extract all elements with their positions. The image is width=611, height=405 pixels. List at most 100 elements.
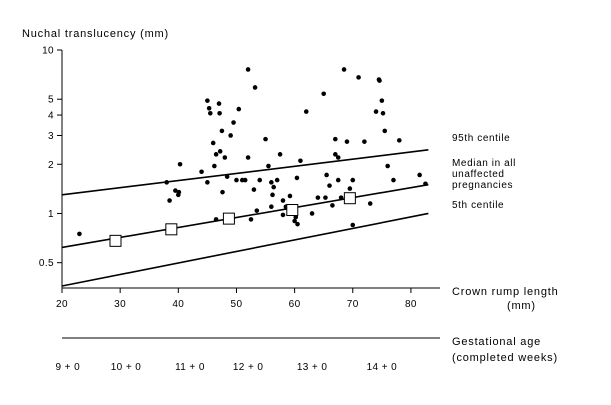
- median-square: [165, 223, 178, 236]
- data-point: [338, 195, 344, 200]
- x-tick-label: 40: [172, 299, 184, 310]
- data-point: [167, 198, 172, 203]
- data-point: [333, 152, 338, 157]
- data-point: [245, 67, 251, 72]
- data-points: [77, 67, 428, 237]
- line-5th-centile-label: 5th centile: [452, 200, 504, 211]
- median-squares: [109, 192, 356, 247]
- median-square: [343, 192, 356, 205]
- y-tick-label: 1: [48, 209, 54, 220]
- data-point: [206, 105, 212, 111]
- data-point: [362, 139, 367, 144]
- data-point: [347, 186, 353, 191]
- data-point: [213, 217, 219, 222]
- data-point: [367, 201, 373, 206]
- data-point: [176, 189, 182, 195]
- data-point: [292, 218, 297, 224]
- x-tick-label: 20: [56, 299, 68, 310]
- data-point: [379, 98, 385, 103]
- data-point: [330, 203, 335, 208]
- data-point: [234, 177, 239, 183]
- data-point: [205, 98, 210, 103]
- x-axis-title-line1: Crown rump length: [452, 286, 559, 298]
- data-point: [220, 189, 225, 195]
- data-point: [252, 85, 258, 90]
- data-point: [298, 158, 303, 164]
- data-point: [391, 177, 396, 183]
- data-point: [350, 222, 356, 228]
- data-point: [303, 109, 309, 114]
- data-point: [248, 217, 254, 222]
- gestational-tick-label: 13 + 0: [297, 362, 328, 373]
- data-point: [219, 128, 225, 134]
- data-point: [269, 180, 274, 185]
- line-median-label: unaffected: [452, 169, 505, 180]
- data-point: [280, 212, 286, 218]
- data-point: [263, 136, 268, 142]
- gestational-tick-label: 14 + 0: [367, 362, 398, 373]
- reference-lines: [61, 149, 429, 287]
- data-point: [177, 161, 183, 167]
- data-point: [333, 136, 338, 142]
- gestational-tick-label: 11 + 0: [175, 362, 205, 373]
- data-point: [242, 177, 248, 183]
- data-point: [213, 152, 219, 157]
- y-axis-title: Nuchal translucency (mm): [22, 28, 169, 40]
- median-square: [109, 234, 122, 247]
- data-point: [271, 184, 276, 190]
- gestational-title-line1: Gestational age: [452, 336, 541, 348]
- median-square: [222, 212, 235, 225]
- median-square: [286, 204, 299, 217]
- data-point: [269, 204, 274, 210]
- data-point: [385, 163, 390, 169]
- x-axis-title-line2: (mm): [507, 300, 536, 312]
- gestational-tick-label: 9 + 0: [56, 362, 81, 373]
- x-tick-label: 70: [347, 299, 359, 310]
- gestational-tick-label: 10 + 0: [111, 362, 142, 373]
- data-point: [205, 180, 210, 185]
- data-point: [199, 169, 204, 175]
- y-tick-label: 3: [48, 131, 54, 142]
- x-tick-label: 50: [230, 299, 242, 310]
- data-point: [277, 152, 283, 157]
- x-tick-label: 60: [289, 299, 301, 310]
- data-point: [245, 155, 251, 160]
- data-point: [274, 177, 280, 183]
- y-tick-label: 0.5: [39, 258, 54, 269]
- line-95th-centile-label: 95th centile: [452, 133, 510, 144]
- x-tick-label: 80: [405, 299, 417, 310]
- data-point: [217, 149, 223, 154]
- data-point: [77, 231, 82, 237]
- data-point: [380, 110, 386, 116]
- data-point: [327, 183, 332, 188]
- data-point: [270, 192, 275, 198]
- line-labels: 95th centile Median in allunaffectedpregn…: [452, 133, 516, 211]
- data-point: [417, 172, 422, 178]
- data-point: [280, 198, 286, 203]
- data-point: [222, 155, 228, 160]
- data-point: [396, 138, 402, 143]
- data-point: [309, 211, 315, 216]
- gestational-age-axis: 9 + 0 10 + 0 11 + 0 12 + 0 13 + 0 14 + 0: [56, 337, 440, 373]
- data-point: [315, 195, 321, 200]
- line-median-label: Median in all: [452, 158, 516, 169]
- data-point: [212, 163, 217, 169]
- y-tick-label: 10: [42, 46, 54, 57]
- data-point: [210, 140, 216, 146]
- data-point: [164, 180, 169, 185]
- data-point: [341, 67, 347, 72]
- data-point: [287, 193, 293, 199]
- data-point: [266, 163, 271, 169]
- data-point: [231, 120, 236, 125]
- data-point: [224, 174, 230, 179]
- y-tick-label: 5: [48, 95, 54, 106]
- data-point: [217, 110, 222, 116]
- y-tick-label: 2: [48, 160, 54, 171]
- data-point: [257, 177, 263, 183]
- data-point: [251, 187, 257, 192]
- data-point: [344, 139, 350, 144]
- data-point: [356, 75, 361, 80]
- data-point: [173, 188, 178, 193]
- line-median: [61, 183, 429, 249]
